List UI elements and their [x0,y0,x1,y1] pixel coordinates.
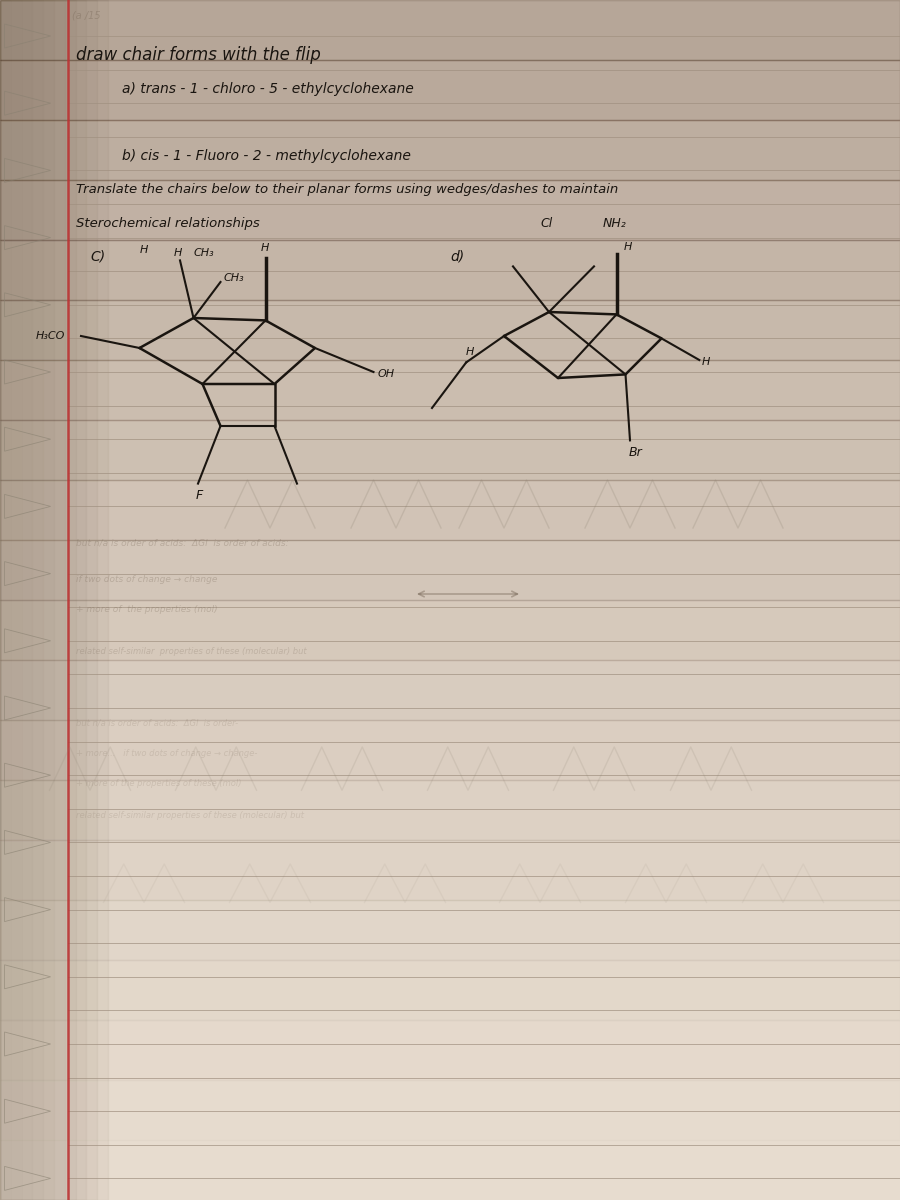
Text: d): d) [450,250,464,264]
Bar [0,420,900,480]
Text: C): C) [90,250,105,264]
Bar [0,0,76,1200]
Bar [0,900,900,960]
Text: + more...   if two dots of change → change-: + more... if two dots of change → change… [76,749,258,758]
Bar [0,0,108,1200]
Bar [0,0,54,1200]
Text: but n/a is order of acids:  ΔGl  is order-: but n/a is order of acids: ΔGl is order- [76,719,238,728]
Text: NH₂: NH₂ [603,217,626,229]
Bar [0,300,900,360]
Text: CH₃: CH₃ [194,248,214,258]
Bar [0,1140,900,1200]
Bar [0,1080,900,1140]
Bar [0,1020,900,1080]
Text: H: H [140,245,148,254]
Text: H₃CO: H₃CO [36,331,66,341]
Bar [0,360,900,420]
Bar [0,540,900,600]
Bar [0,720,900,780]
Text: H: H [702,358,710,367]
Text: H: H [466,347,474,356]
Text: Translate the chairs below to their planar forms using wedges/dashes to maintain: Translate the chairs below to their plan… [76,184,619,196]
Bar [0,840,900,900]
Text: OH: OH [378,370,395,379]
Bar [0,0,32,1200]
Text: b) cis - 1 - Fluoro - 2 - methylcyclohexane: b) cis - 1 - Fluoro - 2 - methylcyclohex… [122,149,410,163]
Text: + more of  the properties (mol): + more of the properties (mol) [76,605,218,614]
Bar [0,120,900,180]
Text: related self-similar properties of these (molecular) but: related self-similar properties of these… [76,811,304,821]
Bar [0,0,11,1200]
Bar [0,600,900,660]
Text: CH₃: CH₃ [223,274,244,283]
Text: Sterochemical relationships: Sterochemical relationships [76,217,260,229]
Bar [0,0,97,1200]
Text: if two dots of change → change: if two dots of change → change [76,575,218,584]
Text: H: H [261,244,269,253]
Text: H: H [624,242,632,252]
Bar [0,60,900,120]
Text: H: H [174,248,182,258]
Text: F: F [195,490,203,502]
Text: Cl: Cl [540,217,553,229]
Text: + more of the properties of these (mol): + more of the properties of these (mol) [76,779,242,788]
Bar [0,780,900,840]
Bar [0,660,900,720]
Bar [0,0,22,1200]
Bar [0,480,900,540]
Bar [0,0,43,1200]
Bar [0,0,900,60]
Text: related self-similar  properties of these (molecular) but: related self-similar properties of these… [76,647,307,656]
Text: draw chair forms with the flip: draw chair forms with the flip [76,46,321,64]
Text: (a /15: (a /15 [72,10,101,20]
Bar [0,0,65,1200]
Bar [0,180,900,240]
Bar [0,0,86,1200]
Text: a) trans - 1 - chloro - 5 - ethylcyclohexane: a) trans - 1 - chloro - 5 - ethylcyclohe… [122,82,413,96]
Bar [0,240,900,300]
Bar [0,960,900,1020]
Text: but n/a is order of acids:  ΔGl  is order of acids:: but n/a is order of acids: ΔGl is order … [76,539,289,548]
Text: Br: Br [629,446,643,458]
